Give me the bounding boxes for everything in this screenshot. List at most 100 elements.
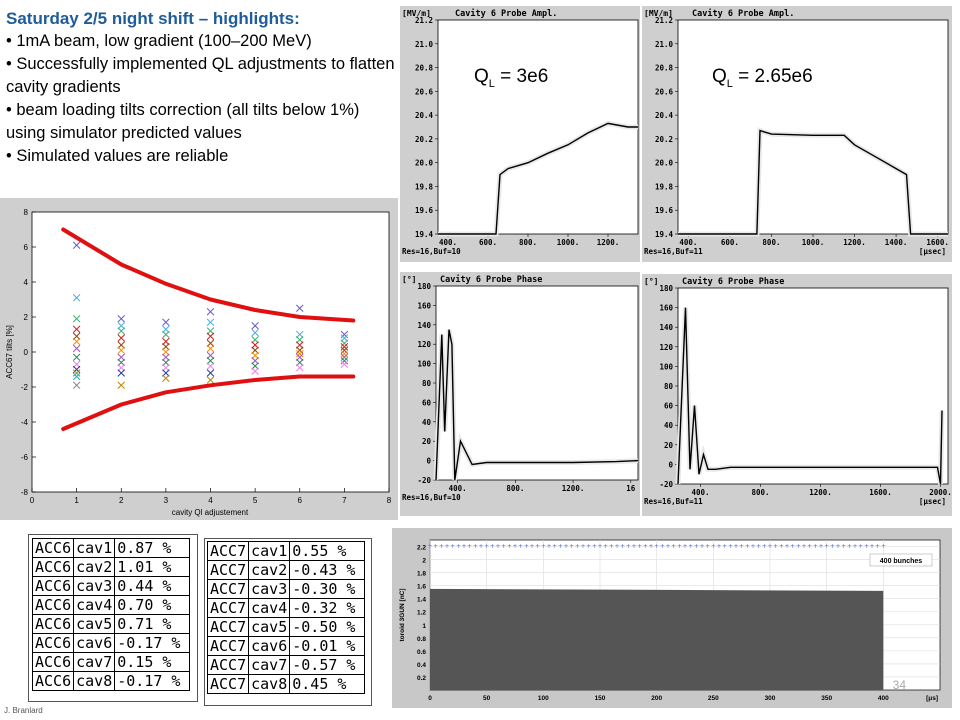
plot-area (435, 285, 639, 481)
cavity-cell: cav5 (248, 617, 291, 637)
probe-ampl-panel-2: [MV/m] Cavity 6 Probe Ampl. 21.2 21.0 20.8 20… (642, 6, 952, 262)
plot-title: Cavity 6 Probe Ampl. (455, 8, 557, 19)
plot-unit: [MV/m] (402, 9, 431, 18)
probe-phase-chart-1: [°] Cavity 6 Probe Phase18016014012010080… (402, 274, 639, 502)
plot-xtick-label: 1200. (843, 238, 866, 247)
bunch-charge-bars (430, 588, 884, 690)
scatter-xtick-label: 0 (30, 496, 35, 505)
ql-label-right: QL = 2.65e6 (712, 66, 813, 90)
marker-glyph: + (790, 543, 795, 550)
scatter-point (206, 307, 215, 316)
scatter-point-stroke (206, 318, 215, 327)
scatter-point-stroke (251, 328, 259, 337)
scatter-point (117, 327, 126, 335)
scatter-point-stroke (340, 334, 349, 342)
trace-line (435, 329, 639, 481)
scatter-point (340, 342, 349, 351)
marker-glyph: + (739, 543, 744, 550)
toroid-ytick-label: 1.4 (417, 597, 426, 604)
plot-ytick-label: 19.4 (415, 230, 434, 239)
trace-line (677, 307, 943, 485)
module-cell: ACC6 (31, 595, 75, 615)
acc6-row: ACC6 cav3 0.44 % (31, 576, 191, 596)
scatter-point (295, 335, 304, 344)
lower-envelope-curve (61, 374, 356, 431)
cavity-cell: cav1 (248, 541, 291, 561)
plot-ytick-label: 20 (422, 437, 432, 446)
tilt-cell: -0.30 % (289, 579, 366, 599)
module-cell: ACC7 (206, 541, 250, 561)
plot-ytick-label: 20.4 (655, 111, 674, 120)
probe-ampl-panel-1: [MV/m] Cavity 6 Probe Ampl. 21.2 21.0 20.8 20… (400, 6, 640, 262)
scatter-point (206, 327, 215, 335)
module-cell: ACC6 (31, 614, 75, 634)
marker-glyph: + (495, 543, 500, 550)
plot-xtick-label: 400. (449, 484, 467, 493)
scatter-point-stroke (72, 344, 81, 353)
marker-glyph: + (733, 543, 738, 550)
scatter-ylabel: ACC67 tilts [%] (5, 325, 14, 379)
cavity-cell: cav8 (248, 674, 291, 694)
plot-xtick-label: 600. (721, 238, 739, 247)
plot-ytick-label: 120 (659, 343, 673, 352)
scatter-point (295, 330, 304, 339)
trace-line (678, 129, 948, 235)
marker-glyph: + (807, 543, 812, 550)
scatter-point (340, 356, 349, 365)
marker-glyph: + (620, 543, 625, 550)
toroid-xtick-label: 100 (538, 695, 549, 702)
plot-xtick-label: 800. (506, 484, 524, 493)
scatter-point-stroke (295, 304, 304, 313)
plot-ytick-label: 100 (417, 360, 431, 369)
marker-glyph: + (841, 543, 846, 550)
marker-glyph: + (597, 543, 602, 550)
acc7-row: ACC7 cav5 -0.50 % (206, 617, 366, 637)
plot-unit: [MV/m] (644, 9, 673, 18)
probe-ampl-chart-2: [MV/m] Cavity 6 Probe Ampl. 21.2 21.0 20.8 20… (644, 8, 949, 256)
toroid-xtick-label: 200 (651, 695, 662, 702)
marker-glyph: + (671, 543, 676, 550)
tilt-cell: 0.70 % (114, 595, 191, 615)
scatter-xlabel: cavity Ql adjustement (172, 508, 249, 517)
plot-ytick-label: 60 (664, 402, 674, 411)
tilt-cell: 0.44 % (114, 576, 191, 596)
scatter-point-stroke (206, 351, 215, 360)
scatter-point-stroke (340, 349, 349, 358)
note-bullet-1: 1mA beam, low gradient (100–200 MeV) (6, 30, 396, 53)
marker-glyph: + (592, 543, 597, 550)
scatter-point-stroke (72, 360, 81, 369)
scatter-point-stroke (295, 349, 304, 358)
marker-glyph: + (518, 543, 523, 550)
scatter-point (72, 241, 81, 250)
scatter-point (117, 381, 126, 390)
marker-glyph: + (830, 543, 835, 550)
probe-ampl-chart-1: [MV/m] Cavity 6 Probe Ampl. 21.2 21.0 20.8 20… (402, 8, 639, 256)
cavity-cell: cav3 (248, 579, 291, 599)
plot-footer: Res=16,Buf=10 (402, 247, 461, 256)
note-bullet-4: Simulated values are reliable (6, 145, 396, 168)
marker-glyph: + (529, 543, 534, 550)
plot-ytick-label: 160 (417, 301, 431, 310)
plot-footer: Res=16,Buf=11 (644, 247, 703, 256)
acc7-row: ACC7 cav4 -0.32 % (206, 598, 366, 618)
plot-xunit: [μsec] (919, 247, 946, 256)
tilt-cell: -0.43 % (289, 560, 366, 580)
cavity-cell: cav4 (73, 595, 116, 615)
scatter-point (72, 293, 81, 302)
scatter-point (206, 369, 215, 377)
plot-ytick-label: 160 (659, 304, 673, 313)
plot-footer: Res=16,Buf=10 (402, 493, 461, 502)
plot-xtick-label: 1600. (926, 238, 949, 247)
cavity-cell: cav8 (73, 671, 116, 691)
module-cell: ACC7 (206, 636, 250, 656)
scatter-point-stroke (117, 363, 126, 372)
marker-glyph: + (745, 543, 750, 550)
scatter-point (340, 334, 349, 342)
toroid-ytick-label: 0.8 (417, 636, 426, 643)
scatter-point-stroke (162, 337, 170, 346)
scatter-xtick-label: 3 (164, 496, 169, 505)
marker-glyph: + (461, 543, 466, 550)
plot-ytick-label: 21.2 (415, 16, 433, 25)
probe-phase-panel-2: [°] Cavity 6 Probe Phase 180 160 140 120 100 80… (642, 274, 952, 516)
scatter-point-stroke (340, 342, 349, 351)
